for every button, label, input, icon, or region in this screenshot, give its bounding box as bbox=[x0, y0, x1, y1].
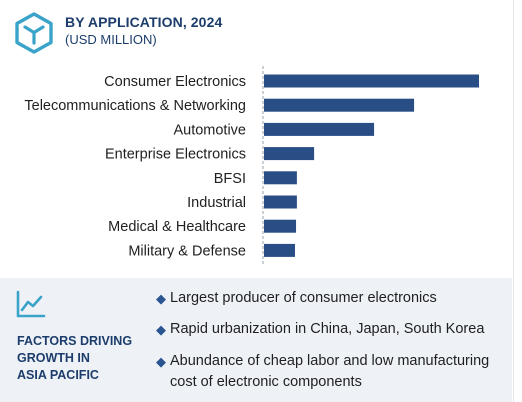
bar bbox=[264, 243, 295, 257]
category-label: Automotive bbox=[173, 122, 246, 138]
category-label: BFSI bbox=[214, 171, 246, 187]
bar bbox=[264, 74, 479, 88]
bar bbox=[264, 171, 297, 185]
category-label: Medical & Healthcare bbox=[108, 219, 246, 235]
bar bbox=[264, 98, 415, 112]
factor-text: Rapid urbanization in China, Japan, Sout… bbox=[170, 321, 485, 337]
bar bbox=[264, 147, 315, 161]
line-chart-icon bbox=[16, 290, 46, 318]
factor-item: ◆ Abundance of cheap labor and low manuf… bbox=[156, 351, 506, 393]
bar bbox=[264, 122, 375, 136]
factor-text: Largest producer of consumer electronics bbox=[170, 290, 437, 306]
bar bbox=[264, 195, 297, 209]
growth-factors-panel: FACTORS DRIVING GROWTH IN ASIA PACIFIC ◆… bbox=[0, 278, 512, 402]
chart-subtitle: (USD MILLION) bbox=[65, 32, 157, 47]
diamond-bullet-icon: ◆ bbox=[156, 291, 166, 306]
category-label: Telecommunications & Networking bbox=[24, 98, 246, 114]
diamond-bullet-icon: ◆ bbox=[156, 354, 166, 369]
category-label: Enterprise Electronics bbox=[105, 147, 246, 163]
bar bbox=[264, 219, 297, 233]
diamond-bullet-icon: ◆ bbox=[156, 322, 166, 337]
factor-item: ◆ Rapid urbanization in China, Japan, So… bbox=[156, 319, 506, 340]
category-label: Military & Defense bbox=[128, 243, 246, 259]
factor-text: Abundance of cheap labor and low manufac… bbox=[170, 353, 490, 390]
chart-title: BY APPLICATION, 2024 bbox=[65, 14, 223, 30]
factor-item: ◆ Largest producer of consumer electroni… bbox=[156, 288, 506, 309]
category-label: Industrial bbox=[187, 195, 246, 211]
application-bar-chart: Consumer Electronics Telecommunications &… bbox=[24, 66, 479, 265]
category-label: Consumer Electronics bbox=[104, 74, 246, 90]
factors-title: FACTORS DRIVING GROWTH IN ASIA PACIFIC bbox=[17, 334, 133, 382]
cube-logo-icon bbox=[15, 12, 53, 54]
right-border bbox=[513, 0, 514, 402]
